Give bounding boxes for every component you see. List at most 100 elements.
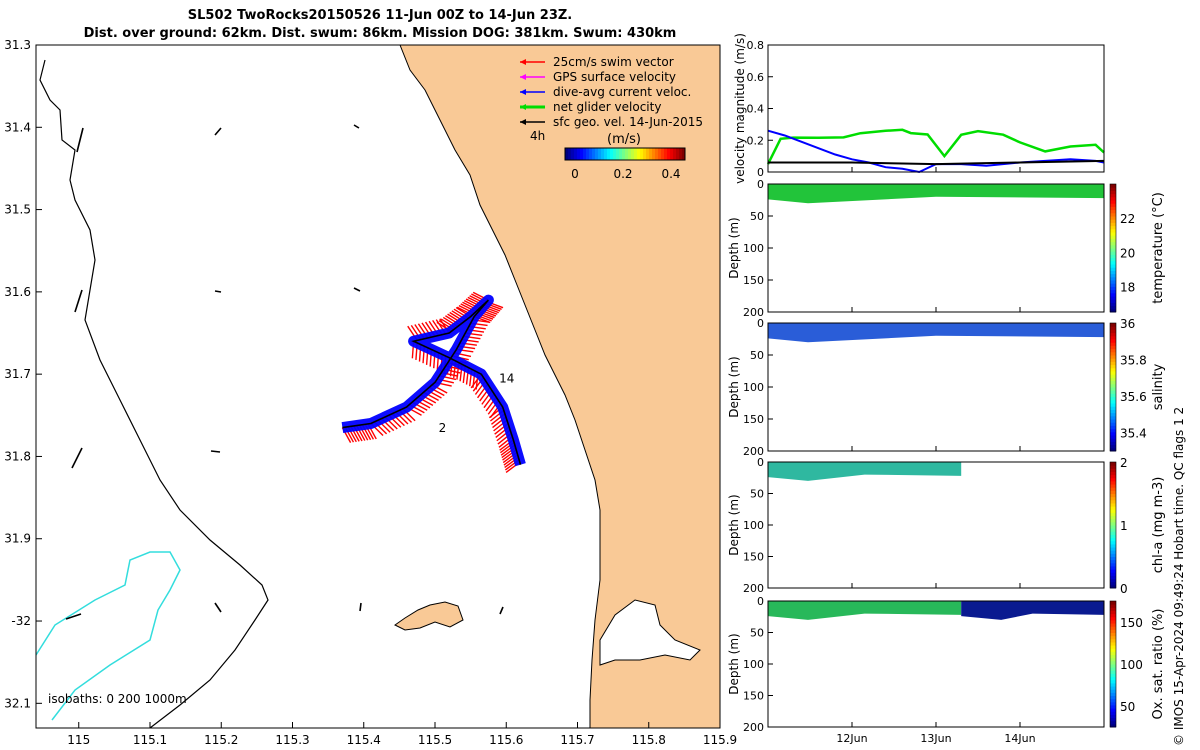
colorbar-cell bbox=[652, 148, 656, 160]
panel-colorbar-cell bbox=[1110, 506, 1116, 510]
panel-colorbar-cell bbox=[1110, 273, 1116, 278]
panel-2: 0 50 100 150 200 35.4 35.6 35.8 36 salinity Depth … bbox=[727, 317, 1166, 458]
panel-colorbar-cell bbox=[1110, 607, 1116, 611]
colorbar-cell bbox=[646, 148, 650, 160]
panel-colorbar-cell bbox=[1110, 657, 1116, 662]
panel-colorbar-frame bbox=[1109, 600, 1117, 728]
panel-colorbar-cell bbox=[1110, 286, 1116, 291]
panel-colorbar-tick: 18 bbox=[1120, 280, 1135, 294]
panel-colorbar-cell bbox=[1110, 670, 1116, 674]
panel-colorbar-tick: 1 bbox=[1120, 519, 1128, 533]
colorbar-cell bbox=[631, 148, 635, 160]
colorbar-cell bbox=[604, 148, 608, 160]
panel-colorbar-cell bbox=[1110, 654, 1116, 659]
panel-colorbar-cell bbox=[1110, 241, 1116, 246]
glider-track: 14 2 bbox=[341, 291, 526, 473]
panel-colorbar-tick: 22 bbox=[1120, 212, 1135, 226]
panel-colorbar-cell bbox=[1110, 264, 1116, 268]
panel-colorbar-cell bbox=[1110, 462, 1116, 466]
chart-subtitle: Dist. over ground: 62km. Dist. swum: 86k… bbox=[83, 26, 677, 41]
panel-colorbar-cell bbox=[1110, 254, 1116, 259]
panel-colorbar-cell bbox=[1110, 537, 1116, 542]
panel-colorbar-cell bbox=[1110, 499, 1116, 504]
colorbar-unit: (m/s) bbox=[607, 132, 641, 147]
panel-colorbar-tick: 150 bbox=[1120, 616, 1143, 630]
colorbar-cell bbox=[649, 148, 653, 160]
panel-colorbar-cell bbox=[1110, 711, 1116, 715]
panel-colorbar-cell bbox=[1110, 380, 1116, 385]
colorbar-cell bbox=[622, 148, 626, 160]
profile-band bbox=[768, 462, 962, 481]
panel-colorbar-cell bbox=[1110, 351, 1116, 356]
colorbar-cell bbox=[577, 148, 581, 160]
map-xtick-label: 115.9 bbox=[703, 733, 737, 747]
panel-colorbar-label: chl-a (mg m-3) bbox=[1151, 477, 1166, 574]
colorbar-cell bbox=[667, 148, 671, 160]
panel-colorbar-label: salinity bbox=[1151, 363, 1166, 410]
colorbar-cell bbox=[610, 148, 614, 160]
time-tick-label: 12Jun bbox=[836, 732, 867, 745]
panel-ytick-label: 0.6 bbox=[747, 71, 765, 84]
panel-colorbar-cell bbox=[1110, 193, 1116, 198]
colorbar-cell bbox=[682, 148, 686, 160]
colorbar-cell bbox=[676, 148, 680, 160]
panel-colorbar-cell bbox=[1110, 540, 1116, 545]
panel-ytick-label: 100 bbox=[743, 519, 764, 532]
map-xtick-label: 115 bbox=[67, 733, 90, 747]
panel-colorbar-cell bbox=[1110, 308, 1116, 313]
panel-colorbar-cell bbox=[1110, 645, 1116, 649]
panel-colorbar-cell bbox=[1110, 676, 1116, 681]
panel-colorbar-tick: 50 bbox=[1120, 700, 1135, 714]
panel-colorbar-cell bbox=[1110, 518, 1116, 523]
panel-1: 0 50 100 150 200 18 20 22 temperature (°C) Depth … bbox=[727, 178, 1166, 319]
time-tick-label: 13Jun bbox=[920, 732, 951, 745]
panel-ytick-label: 150 bbox=[743, 690, 764, 703]
panel-colorbar-cell bbox=[1110, 335, 1116, 340]
panel-colorbar-cell bbox=[1110, 257, 1116, 262]
panel-colorbar-cell bbox=[1110, 184, 1116, 188]
panel-colorbar-cell bbox=[1110, 502, 1116, 507]
panel-colorbar-cell bbox=[1110, 641, 1116, 646]
panel-colorbar-cell bbox=[1110, 714, 1116, 719]
panel-colorbar-cell bbox=[1110, 415, 1116, 420]
colorbar-cell bbox=[658, 148, 662, 160]
panel-colorbar-cell bbox=[1110, 396, 1116, 401]
panel-ytick-label: 150 bbox=[743, 551, 764, 564]
panel-colorbar-cell bbox=[1110, 547, 1116, 551]
legend-arrowhead bbox=[520, 119, 526, 125]
map-ytick-label: 32.1 bbox=[4, 696, 31, 710]
colorbar-cell bbox=[670, 148, 674, 160]
panel-colorbar-cell bbox=[1110, 629, 1116, 633]
isobath-1000 bbox=[36, 551, 181, 721]
panel-colorbar-cell bbox=[1110, 339, 1116, 343]
colorbar-cell bbox=[586, 148, 590, 160]
panel-colorbar-cell bbox=[1110, 679, 1116, 684]
panel-colorbar-cell bbox=[1110, 623, 1116, 627]
colorbar-cell bbox=[664, 148, 668, 160]
panel-colorbar-cell bbox=[1110, 305, 1116, 310]
panel-colorbar-cell bbox=[1110, 377, 1116, 382]
estuary bbox=[599, 599, 701, 666]
panel-colorbar-cell bbox=[1110, 260, 1116, 265]
panel-background bbox=[768, 45, 1104, 172]
panel-colorbar-frame bbox=[1109, 322, 1117, 452]
colorbar-cell bbox=[598, 148, 602, 160]
panel-colorbar-cell bbox=[1110, 484, 1116, 488]
panel-colorbar-cell bbox=[1110, 422, 1116, 426]
panel-colorbar-cell bbox=[1110, 447, 1116, 452]
panel-colorbar-cell bbox=[1110, 673, 1116, 678]
map-xtick-label: 115.2 bbox=[204, 733, 238, 747]
panel-colorbar-cell bbox=[1110, 435, 1116, 439]
panel-colorbar-cell bbox=[1110, 569, 1116, 573]
panel-colorbar-cell bbox=[1110, 361, 1116, 366]
panel-ytick-label: 150 bbox=[743, 413, 764, 426]
panel-colorbar-tick: 35.4 bbox=[1120, 427, 1147, 441]
colorbar-cell bbox=[592, 148, 596, 160]
panel-ytick-label: 0 bbox=[757, 166, 764, 179]
map-ytick-label: 31.6 bbox=[4, 285, 31, 299]
panel-ytick-label: 100 bbox=[743, 381, 764, 394]
panel-colorbar-cell bbox=[1110, 406, 1116, 410]
panel-colorbar-cell bbox=[1110, 355, 1116, 359]
panel-colorbar-cell bbox=[1110, 708, 1116, 712]
